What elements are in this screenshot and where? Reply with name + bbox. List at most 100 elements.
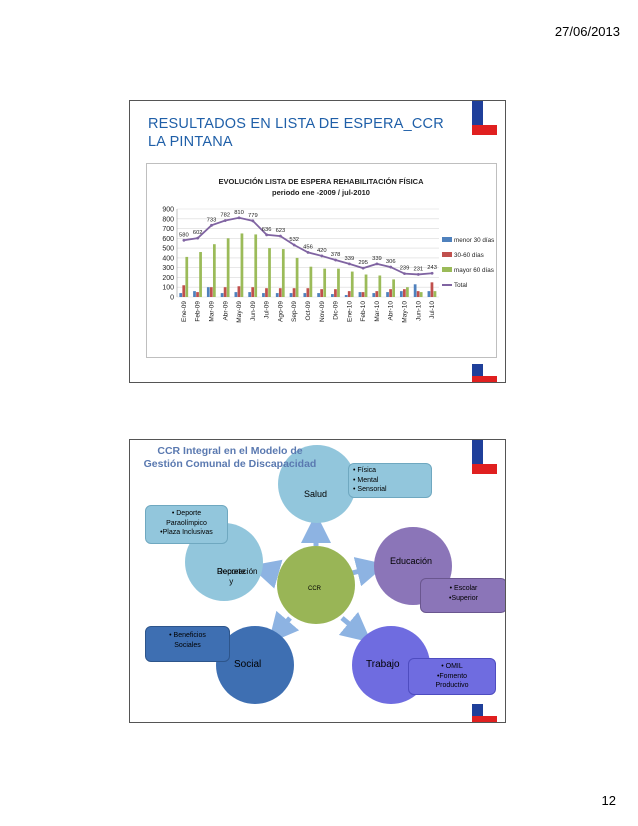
slide-waiting-list: RESULTADOS EN LISTA DE ESPERA_CCR LA PIN… <box>129 100 506 383</box>
bar-menor-30-días <box>262 293 265 297</box>
node-educacion-label: Educación <box>390 556 433 566</box>
arrow-to-trabajo <box>338 611 372 643</box>
chile-flag-top <box>472 101 497 135</box>
bar-menor-30-días <box>234 292 238 297</box>
bar-mayor-60-días <box>364 274 368 297</box>
node-trabajo-label: Trabajo <box>366 659 400 670</box>
bar-30-60-días <box>306 288 310 297</box>
bar-mayor-60-días <box>309 266 313 297</box>
total-point <box>265 233 269 237</box>
bar-mayor-60-días <box>433 291 437 297</box>
data-label: 810 <box>234 210 244 216</box>
x-tick-label: Jun-10 <box>415 301 422 321</box>
chile-flag-bottom <box>472 704 497 722</box>
x-tick-label: Feb-09 <box>195 301 202 322</box>
bar-menor-30-días <box>303 293 307 297</box>
bar-mayor-60-días <box>350 271 354 297</box>
bar-menor-30-días <box>344 295 348 297</box>
callout-trabajo: • OMIL •Fomento Productivo <box>408 658 496 695</box>
total-point <box>279 234 282 238</box>
y-tick-label: 400 <box>162 255 174 262</box>
bar-mayor-60-días <box>323 268 327 297</box>
data-label: 243 <box>427 265 437 271</box>
bar-30-60-días <box>403 289 406 297</box>
x-tick-label: Abr-09 <box>222 301 229 321</box>
x-tick-label: Feb-10 <box>360 301 367 322</box>
x-tick-label: Abr-10 <box>388 301 395 321</box>
y-tick-label: 900 <box>162 207 174 214</box>
bar-menor-30-días <box>193 291 196 297</box>
bar-30-60-días <box>375 291 379 297</box>
total-point <box>223 219 227 222</box>
x-tick-label: Mar-10 <box>374 301 381 322</box>
diagram-arrows <box>249 513 387 644</box>
data-label: 295 <box>358 260 368 266</box>
bar-mayor-60-días <box>254 234 258 297</box>
bar-30-60-días <box>389 289 392 297</box>
bar-30-60-días <box>278 288 282 297</box>
node-ccr: CCR <box>277 546 355 624</box>
legend-label: Total <box>454 282 467 289</box>
x-tick-label: Ene-09 <box>181 301 188 322</box>
x-tick-label: May-09 <box>236 301 243 323</box>
bar-menor-30-días <box>220 293 224 297</box>
x-tick-label: Oct-09 <box>305 301 312 321</box>
bar-menor-30-días <box>413 284 417 297</box>
arrow-to-deporte <box>249 559 283 589</box>
bar-mayor-60-días <box>281 249 285 297</box>
data-label: 779 <box>248 213 258 219</box>
bar-menor-30-días <box>331 294 334 297</box>
callout-educacion: • Escolar •Superior <box>420 578 505 613</box>
data-label: 580 <box>179 232 189 238</box>
x-tick-label: Dic-09 <box>333 301 340 320</box>
bar-mayor-60-días <box>337 268 340 297</box>
data-label: 339 <box>345 256 355 262</box>
chart-subtitle: periodo ene -2009 / jul-2010 <box>272 188 370 197</box>
bar-30-60-días <box>361 292 365 297</box>
page-date: 27/06/2013 <box>554 24 620 39</box>
bar-30-60-días <box>251 287 255 297</box>
y-tick-label: 600 <box>162 236 174 243</box>
bar-30-60-días <box>320 289 324 297</box>
legend-label: mayor 60 días <box>454 267 494 274</box>
x-tick-label: Ene-10 <box>346 301 353 322</box>
bar-mayor-60-días <box>295 257 299 297</box>
bar-menor-30-días <box>206 287 210 297</box>
slide-title-line2: LA PINTANA <box>148 134 233 150</box>
data-label: 306 <box>386 259 396 265</box>
total-point <box>416 273 420 276</box>
node-salud: Salud <box>278 445 356 523</box>
total-point <box>347 262 351 266</box>
bar-30-60-días <box>265 288 268 297</box>
bar-menor-30-días <box>289 293 293 297</box>
x-tick-label: May-10 <box>402 301 409 323</box>
bar-30-60-días <box>347 291 351 297</box>
bar-mayor-60-días <box>226 238 230 297</box>
total-point <box>334 258 337 262</box>
data-label: 623 <box>276 228 286 234</box>
total-point <box>306 251 310 254</box>
legend-swatch <box>442 237 452 242</box>
legend-swatch <box>442 252 452 257</box>
x-tick-label: Mar-09 <box>208 301 215 322</box>
total-point <box>251 219 255 223</box>
total-point <box>389 265 393 269</box>
total-point <box>375 262 379 266</box>
total-point <box>237 216 241 220</box>
chart-container: EVOLUCIÓN LISTA DE ESPERA REHABILITACIÓN… <box>146 163 497 358</box>
data-label: 733 <box>207 217 217 223</box>
y-tick-label: 500 <box>162 246 174 253</box>
chile-flag-top <box>472 440 497 474</box>
bar-30-60-días <box>182 285 186 297</box>
legend-label: 30-60 días <box>454 252 484 259</box>
total-point <box>403 272 406 276</box>
bar-menor-30-días <box>317 293 320 297</box>
bar-mayor-60-días <box>406 287 409 297</box>
slide2-title: CCR Integral en el Modelo de Gestión Com… <box>143 445 317 470</box>
bar-menor-30-días <box>386 292 389 297</box>
arrow-to-educacion <box>351 557 387 587</box>
bar-mayor-60-días <box>240 233 244 297</box>
bar-30-60-días <box>196 292 199 297</box>
y-tick-label: 300 <box>162 265 174 272</box>
data-label: 636 <box>262 227 272 233</box>
